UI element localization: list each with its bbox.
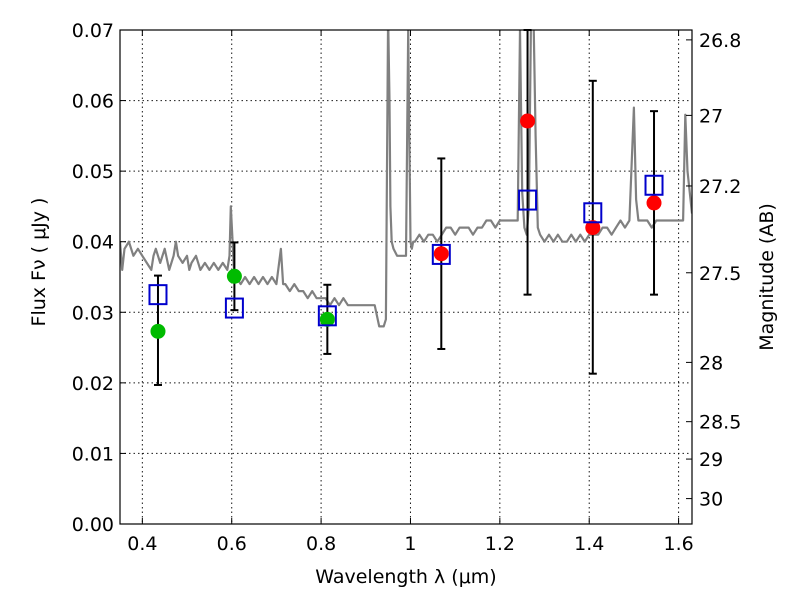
axis-ticks: 0.4 0.6 0.8 1 1.2 1.4 1.6 0.00 0.01 0.02 0.03 0.04 0…	[72, 20, 742, 555]
y-tick-label: 0.02	[72, 373, 114, 395]
model-photometry-square	[518, 189, 538, 211]
x-tick-label: 0.8	[306, 533, 336, 555]
x-tick-label: 0.4	[127, 533, 157, 555]
y2-tick-label: 26.8	[699, 30, 741, 52]
y-tick-label: 0.07	[72, 20, 114, 42]
model-spectrum-line	[120, 30, 692, 328]
green-data-point	[150, 323, 166, 339]
model-photometry-square	[224, 297, 244, 319]
model-photometry-square	[317, 305, 337, 327]
model-photometry-square	[148, 284, 168, 306]
green-data-point	[226, 268, 242, 284]
x-tick-label: 1.6	[663, 533, 693, 555]
y2-tick-label: 28	[699, 352, 723, 374]
y-tick-label: 0.03	[72, 302, 114, 324]
y-tick-label: 0.06	[72, 91, 114, 113]
green-data-point	[319, 311, 335, 327]
x-axis-title: Wavelength λ (μm)	[315, 566, 496, 588]
y-tick-label: 0.04	[72, 232, 114, 254]
y2-tick-label: 27.5	[699, 263, 741, 285]
y-tick-label: 0.00	[72, 514, 114, 536]
y2-tick-label: 28.5	[699, 412, 741, 434]
y-tick-label: 0.05	[72, 161, 114, 183]
red-data-point	[520, 113, 536, 129]
x-tick-label: 1.4	[574, 533, 604, 555]
y2-tick-label: 30	[699, 489, 723, 511]
x-tick-label: 0.6	[217, 533, 247, 555]
model-spectrum	[120, 30, 692, 328]
data-markers	[148, 113, 664, 339]
y-axis-title: Flux Fν ( μJy )	[28, 198, 50, 327]
plot-frame	[119, 29, 693, 525]
model-photometry-square	[583, 202, 603, 224]
red-data-point	[433, 246, 449, 262]
model-photometry-square	[644, 174, 664, 196]
y-tick-label: 0.01	[72, 443, 114, 465]
right-axis-title: Magnitude (AB)	[756, 203, 778, 351]
red-data-point	[646, 195, 662, 211]
y2-tick-label: 27	[699, 105, 723, 127]
grid	[120, 29, 692, 525]
x-tick-label: 1	[404, 533, 416, 555]
red-data-point	[585, 220, 601, 236]
x-tick-label: 1.2	[485, 533, 515, 555]
y2-tick-label: 27.2	[699, 176, 741, 198]
y2-tick-label: 29	[699, 449, 723, 471]
model-photometry-square	[431, 243, 451, 265]
